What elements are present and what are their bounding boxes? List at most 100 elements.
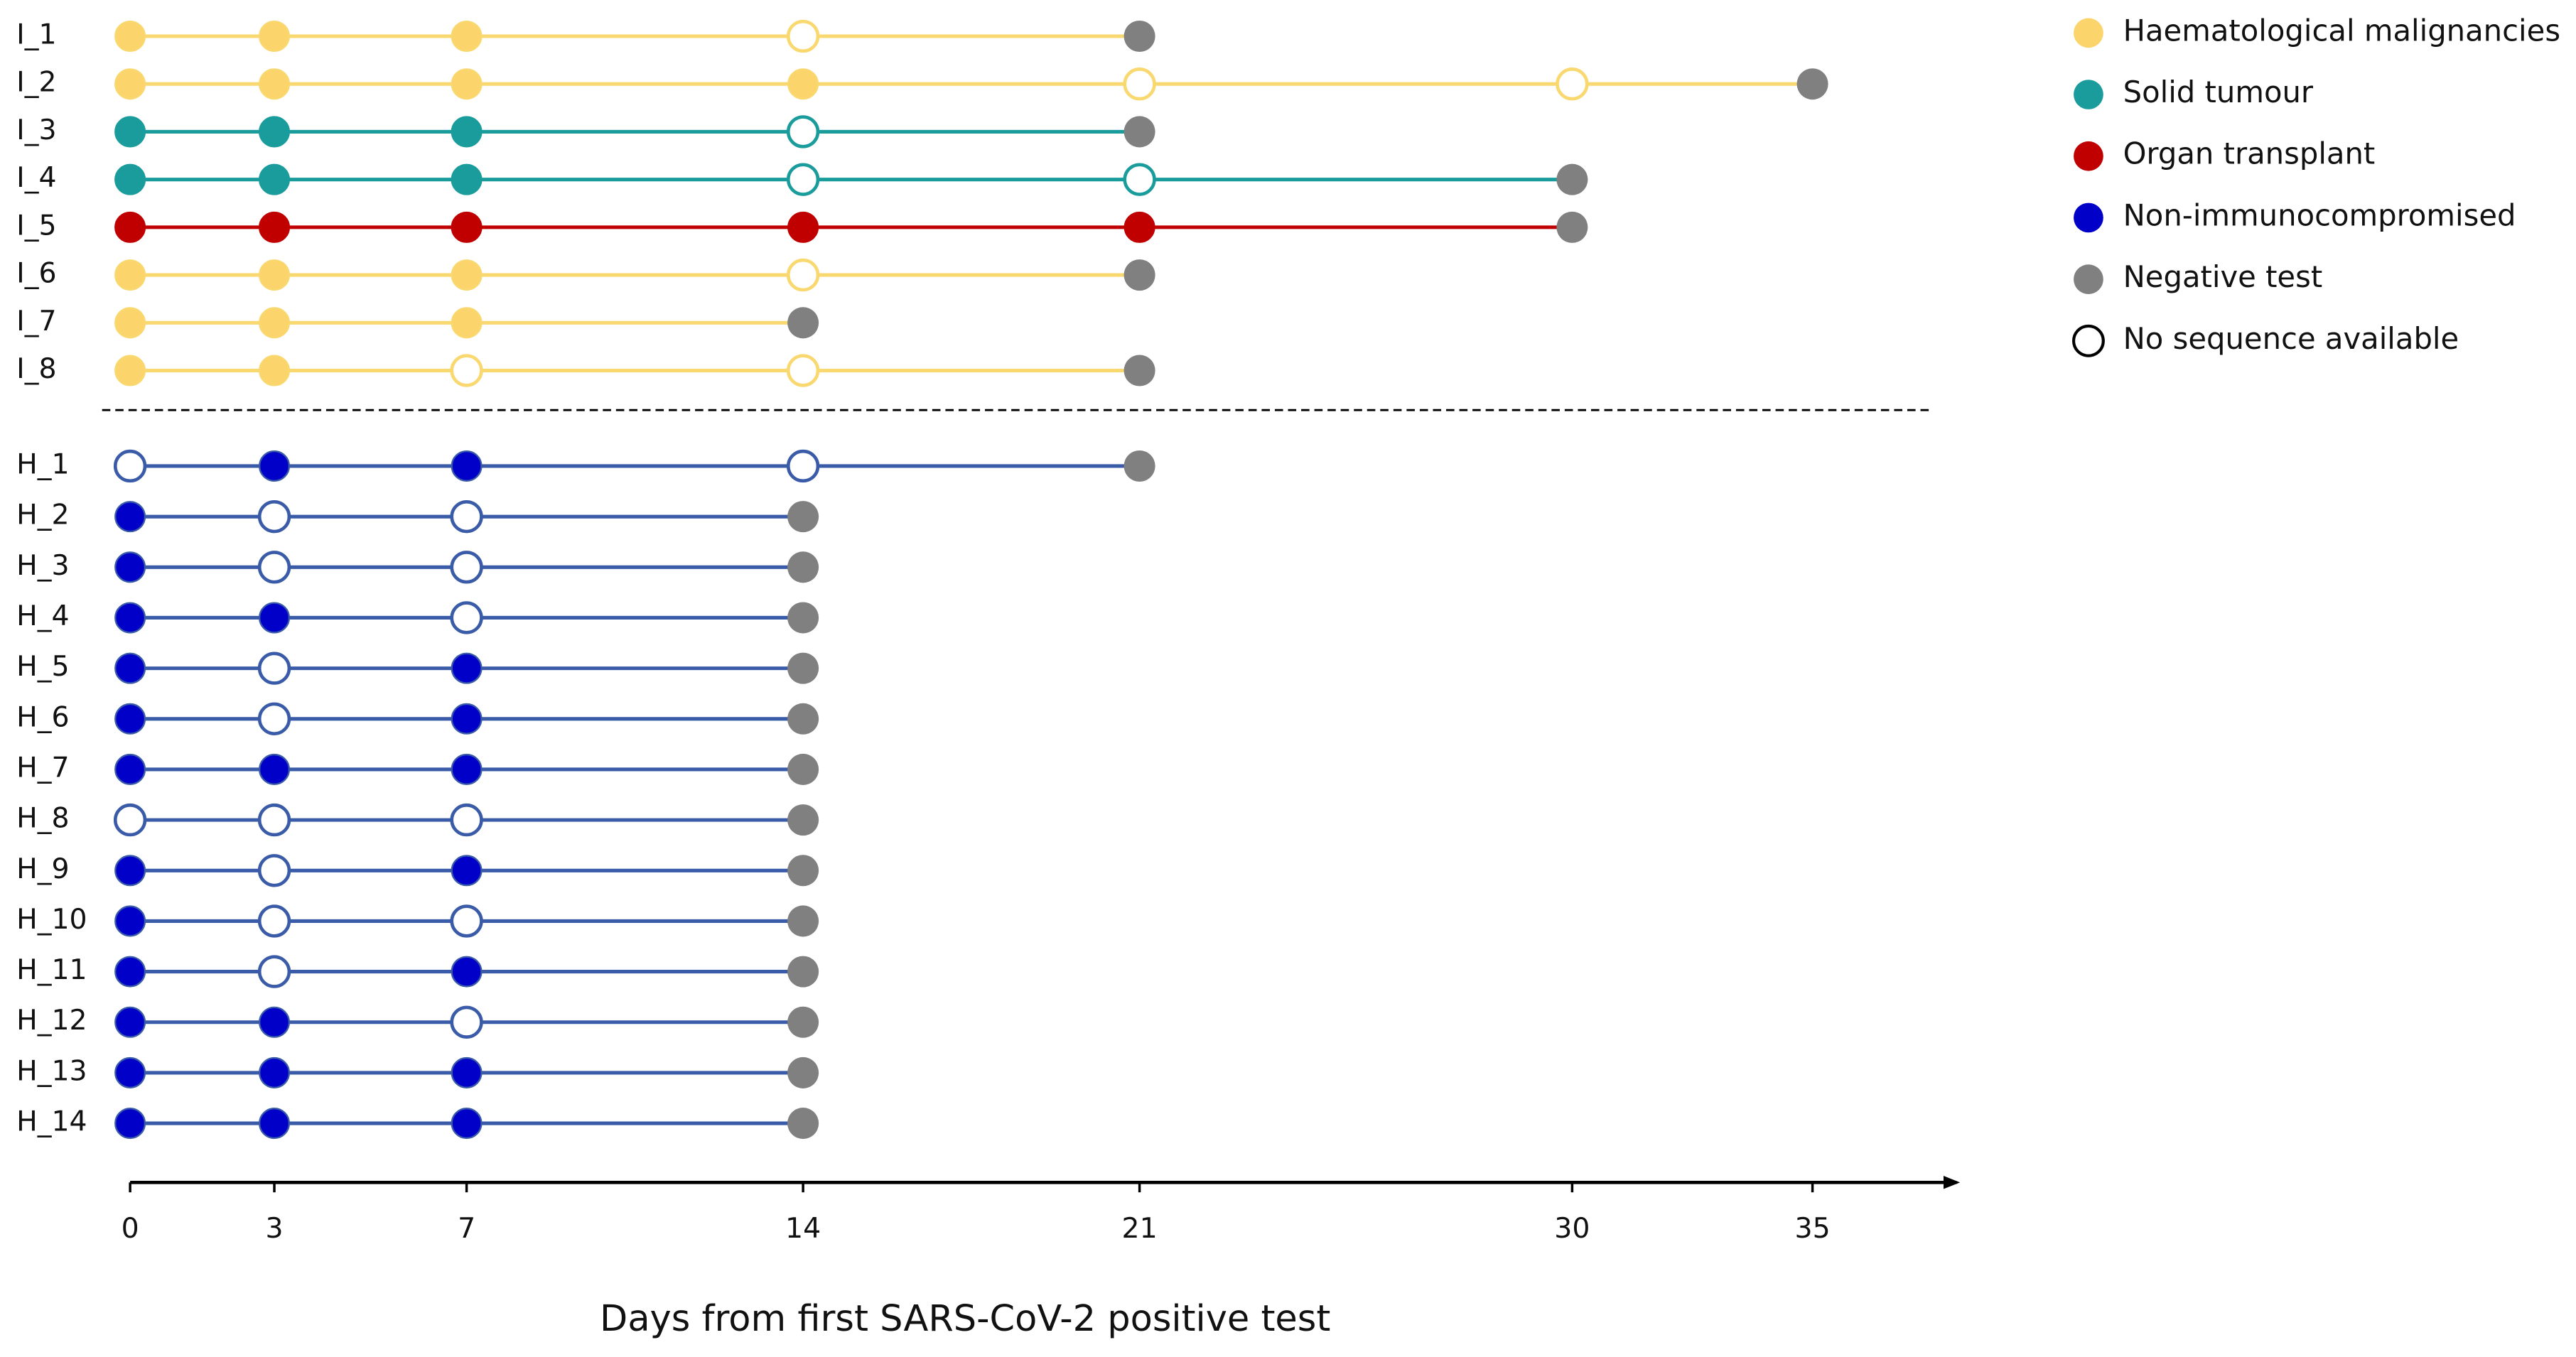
x-tick-label: 0 bbox=[122, 1212, 139, 1245]
row-label: H_2 bbox=[16, 499, 69, 531]
x-tick-label: 3 bbox=[266, 1212, 284, 1245]
test-point bbox=[259, 20, 291, 53]
test-point bbox=[451, 259, 483, 291]
row-label: I_6 bbox=[16, 257, 56, 290]
test-point bbox=[114, 551, 146, 583]
legend-label: Negative test bbox=[2123, 259, 2323, 294]
row-label: H_14 bbox=[16, 1105, 87, 1138]
test-point bbox=[450, 601, 483, 634]
x-tick-label: 7 bbox=[458, 1212, 475, 1245]
test-point bbox=[787, 211, 819, 243]
test-point bbox=[259, 163, 291, 195]
test-point bbox=[259, 259, 291, 291]
legend-label: Haematological malignancies bbox=[2123, 13, 2560, 48]
test-point bbox=[451, 1108, 483, 1140]
test-point bbox=[450, 499, 483, 534]
test-point bbox=[451, 116, 483, 148]
x-tick-label: 30 bbox=[1554, 1212, 1590, 1245]
negative-point bbox=[787, 602, 819, 634]
negative-point bbox=[1123, 116, 1155, 148]
row-label: H_7 bbox=[16, 751, 69, 784]
negative-point bbox=[787, 804, 819, 836]
test-point bbox=[114, 602, 146, 634]
test-point bbox=[451, 753, 483, 785]
test-point bbox=[1123, 211, 1155, 243]
x-tick-label: 14 bbox=[785, 1212, 821, 1245]
test-point bbox=[114, 211, 146, 243]
test-point bbox=[259, 1108, 291, 1140]
row-label: H_10 bbox=[16, 903, 87, 936]
test-point bbox=[259, 1006, 291, 1038]
test-point bbox=[257, 551, 291, 584]
test-point bbox=[451, 68, 483, 100]
row-label: I_5 bbox=[16, 209, 56, 242]
test-point bbox=[451, 211, 483, 243]
negative-point bbox=[787, 905, 819, 937]
negative-point bbox=[1556, 163, 1588, 195]
test-point bbox=[113, 449, 147, 483]
test-point bbox=[113, 803, 147, 837]
test-point bbox=[114, 703, 146, 735]
test-point bbox=[786, 449, 820, 483]
x-tick-label: 35 bbox=[1795, 1212, 1831, 1245]
test-point bbox=[1556, 67, 1589, 101]
test-point bbox=[786, 258, 820, 292]
test-point bbox=[114, 1108, 146, 1140]
test-point bbox=[257, 702, 291, 735]
legend-marker bbox=[2074, 18, 2103, 48]
test-point bbox=[114, 956, 146, 988]
test-point bbox=[114, 355, 146, 386]
legend-marker bbox=[2074, 141, 2103, 171]
row-label: H_1 bbox=[16, 448, 69, 480]
row-label: I_7 bbox=[16, 305, 56, 337]
row-label: H_13 bbox=[16, 1054, 87, 1087]
x-tick-label: 21 bbox=[1122, 1212, 1158, 1245]
test-point bbox=[259, 211, 291, 243]
negative-point bbox=[787, 1006, 819, 1038]
test-point bbox=[114, 116, 146, 148]
test-point bbox=[450, 904, 483, 938]
legend-marker bbox=[2074, 80, 2103, 109]
test-point bbox=[257, 854, 291, 887]
row-label: H_6 bbox=[16, 701, 69, 733]
test-point bbox=[451, 703, 483, 735]
row-label: I_2 bbox=[16, 66, 56, 99]
negative-point bbox=[787, 956, 819, 988]
test-point bbox=[259, 450, 291, 482]
negative-point bbox=[787, 1108, 819, 1140]
test-point bbox=[450, 551, 483, 584]
row-label: H_12 bbox=[16, 1004, 87, 1037]
legend-marker bbox=[2074, 264, 2103, 294]
legend-marker bbox=[2074, 202, 2103, 233]
test-point bbox=[114, 855, 146, 887]
test-point bbox=[257, 955, 291, 988]
legend-label: Organ transplant bbox=[2123, 136, 2376, 171]
row-label: I_4 bbox=[16, 161, 56, 194]
test-point bbox=[787, 68, 819, 100]
test-point bbox=[114, 905, 146, 937]
test-point bbox=[450, 354, 483, 387]
row-label: H_9 bbox=[16, 853, 69, 885]
test-point bbox=[114, 163, 146, 195]
row-label: H_8 bbox=[16, 802, 69, 835]
test-point bbox=[114, 1006, 146, 1038]
legend-label: Non-immunocompromised bbox=[2123, 198, 2516, 232]
row-label: I_1 bbox=[16, 18, 56, 50]
test-point bbox=[259, 753, 291, 785]
test-point bbox=[451, 450, 483, 482]
legend-label: No sequence available bbox=[2123, 321, 2459, 356]
negative-point bbox=[1123, 20, 1155, 53]
test-point bbox=[451, 1056, 483, 1088]
test-point bbox=[259, 1056, 291, 1088]
negative-point bbox=[1796, 68, 1828, 100]
test-point bbox=[257, 499, 291, 534]
test-point bbox=[114, 68, 146, 100]
test-point bbox=[786, 19, 820, 53]
negative-point bbox=[787, 753, 819, 785]
row-label: H_3 bbox=[16, 549, 69, 582]
negative-point bbox=[787, 307, 819, 339]
legend-marker bbox=[2071, 324, 2105, 357]
negative-point bbox=[787, 652, 819, 684]
test-point bbox=[450, 803, 483, 837]
test-point bbox=[114, 259, 146, 291]
